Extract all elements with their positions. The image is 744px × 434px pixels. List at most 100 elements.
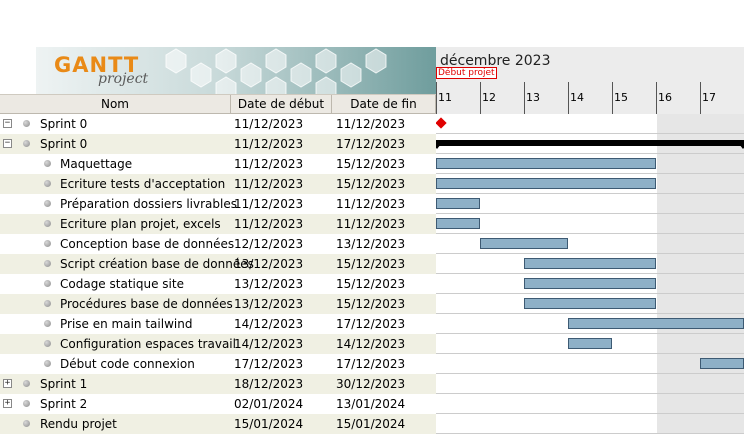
- task-end-date[interactable]: 15/12/2023: [336, 277, 406, 291]
- task-end-date[interactable]: 17/12/2023: [336, 317, 406, 331]
- collapse-icon[interactable]: −: [3, 118, 12, 128]
- task-bullet-icon: [44, 340, 51, 347]
- task-end-date[interactable]: 13/01/2024: [336, 397, 406, 411]
- task-bar[interactable]: [436, 218, 480, 229]
- task-bullet-icon: [44, 180, 51, 187]
- task-start-date[interactable]: 11/12/2023: [234, 217, 304, 231]
- task-name[interactable]: Script création base de données: [60, 257, 254, 271]
- task-end-date[interactable]: 15/12/2023: [336, 157, 406, 171]
- task-start-date[interactable]: 13/12/2023: [234, 257, 304, 271]
- task-start-date[interactable]: 11/12/2023: [234, 197, 304, 211]
- task-name[interactable]: Ecriture tests d'acceptation: [60, 177, 226, 191]
- task-bar[interactable]: [568, 318, 744, 329]
- column-header-name[interactable]: Nom: [0, 95, 231, 114]
- task-start-date[interactable]: 13/12/2023: [234, 277, 304, 291]
- task-bar[interactable]: [568, 338, 612, 349]
- task-row[interactable]: − Sprint 0 11/12/2023 17/12/2023: [0, 134, 436, 154]
- task-bar[interactable]: [436, 178, 656, 189]
- task-name[interactable]: Sprint 1: [40, 377, 88, 391]
- logo-title: GANTT: [54, 53, 140, 77]
- collapse-icon[interactable]: −: [3, 138, 12, 148]
- task-start-date[interactable]: 13/12/2023: [234, 297, 304, 311]
- milestone-sprint-0[interactable]: [436, 117, 447, 129]
- column-header-end[interactable]: Date de fin: [332, 95, 436, 114]
- task-name[interactable]: Codage statique site: [60, 277, 184, 291]
- task-start-date[interactable]: 14/12/2023: [234, 337, 304, 351]
- task-bar[interactable]: [524, 298, 656, 309]
- task-start-date[interactable]: 18/12/2023: [234, 377, 304, 391]
- task-name[interactable]: Début code connexion: [60, 357, 195, 371]
- task-end-date[interactable]: 15/01/2024: [336, 417, 406, 431]
- task-start-date[interactable]: 11/12/2023: [234, 137, 304, 151]
- row-grid-line: [436, 213, 744, 214]
- timeline-month: décembre 2023: [440, 53, 551, 69]
- task-row[interactable]: Codage statique site 13/12/2023 15/12/2023: [0, 274, 436, 294]
- task-end-date[interactable]: 11/12/2023: [336, 217, 406, 231]
- task-start-date[interactable]: 15/01/2024: [234, 417, 304, 431]
- task-row[interactable]: Script création base de données 13/12/202…: [0, 254, 436, 274]
- task-row[interactable]: Configuration espaces travail 14/12/2023 1…: [0, 334, 436, 354]
- task-end-date[interactable]: 15/12/2023: [336, 297, 406, 311]
- task-end-date[interactable]: 11/12/2023: [336, 197, 406, 211]
- task-start-date[interactable]: 12/12/2023: [234, 237, 304, 251]
- task-name[interactable]: Configuration espaces travail: [60, 337, 236, 351]
- task-bar[interactable]: [700, 358, 744, 369]
- task-row[interactable]: Procédures base de données 13/12/2023 15/1…: [0, 294, 436, 314]
- task-end-date[interactable]: 13/12/2023: [336, 237, 406, 251]
- task-name[interactable]: Sprint 2: [40, 397, 88, 411]
- task-name[interactable]: Rendu projet: [40, 417, 117, 431]
- row-grid-line: [436, 353, 744, 354]
- task-bar[interactable]: [436, 198, 480, 209]
- task-end-date[interactable]: 15/12/2023: [336, 177, 406, 191]
- task-name[interactable]: Maquettage: [60, 157, 133, 171]
- task-name[interactable]: Préparation dossiers livrables: [60, 197, 237, 211]
- task-bar[interactable]: [524, 258, 656, 269]
- task-row[interactable]: Maquettage 11/12/2023 15/12/2023: [0, 154, 436, 174]
- task-end-date[interactable]: 11/12/2023: [336, 117, 406, 131]
- task-row[interactable]: Préparation dossiers livrables 11/12/2023…: [0, 194, 436, 214]
- row-grid-line: [436, 233, 744, 234]
- task-row[interactable]: Ecriture plan projet, excels 11/12/2023 11…: [0, 214, 436, 234]
- row-grid-line: [436, 153, 744, 154]
- today-marker-label: Début projet: [436, 67, 497, 79]
- task-bar[interactable]: [524, 278, 656, 289]
- task-name[interactable]: Sprint 0: [40, 137, 88, 151]
- task-bar[interactable]: [436, 158, 656, 169]
- task-name[interactable]: Prise en main tailwind: [60, 317, 193, 331]
- task-row[interactable]: − Sprint 0 11/12/2023 11/12/2023: [0, 114, 436, 134]
- expand-icon[interactable]: +: [3, 398, 12, 408]
- task-name[interactable]: Procédures base de données: [60, 297, 233, 311]
- summary-bar-end-tip: [739, 144, 744, 149]
- gantt-chart-area[interactable]: [436, 114, 744, 434]
- task-start-date[interactable]: 14/12/2023: [234, 317, 304, 331]
- task-bullet-icon: [23, 400, 30, 407]
- task-row[interactable]: + Sprint 2 02/01/2024 13/01/2024: [0, 394, 436, 414]
- task-end-date[interactable]: 30/12/2023: [336, 377, 406, 391]
- expand-icon[interactable]: +: [3, 378, 12, 388]
- task-row[interactable]: Rendu projet 15/01/2024 15/01/2024: [0, 414, 436, 434]
- task-start-date[interactable]: 11/12/2023: [234, 177, 304, 191]
- task-end-date[interactable]: 17/12/2023: [336, 357, 406, 371]
- task-row[interactable]: + Sprint 1 18/12/2023 30/12/2023: [0, 374, 436, 394]
- task-bullet-icon: [23, 380, 30, 387]
- task-row[interactable]: Ecriture tests d'acceptation 11/12/2023 15…: [0, 174, 436, 194]
- task-name[interactable]: Conception base de données: [60, 237, 235, 251]
- task-start-date[interactable]: 02/01/2024: [234, 397, 304, 411]
- task-end-date[interactable]: 14/12/2023: [336, 337, 406, 351]
- task-bar[interactable]: [480, 238, 568, 249]
- task-end-date[interactable]: 15/12/2023: [336, 257, 406, 271]
- task-row[interactable]: Début code connexion 17/12/2023 17/12/2023: [0, 354, 436, 374]
- summary-bar-sprint-0[interactable]: [436, 140, 744, 146]
- task-name[interactable]: Sprint 0: [40, 117, 88, 131]
- column-header-start[interactable]: Date de début: [231, 95, 332, 114]
- task-end-date[interactable]: 17/12/2023: [336, 137, 406, 151]
- task-row[interactable]: Conception base de données 12/12/2023 13/1…: [0, 234, 436, 254]
- task-row[interactable]: Prise en main tailwind 14/12/2023 17/12/20…: [0, 314, 436, 334]
- task-bullet-icon: [44, 240, 51, 247]
- task-start-date[interactable]: 11/12/2023: [234, 117, 304, 131]
- timeline-header: décembre 2023 Début projet 11 12 13 14 15 16 1…: [436, 47, 744, 114]
- task-start-date[interactable]: 11/12/2023: [234, 157, 304, 171]
- task-name[interactable]: Ecriture plan projet, excels: [60, 217, 221, 231]
- weekend-shading: [657, 114, 744, 434]
- task-start-date[interactable]: 17/12/2023: [234, 357, 304, 371]
